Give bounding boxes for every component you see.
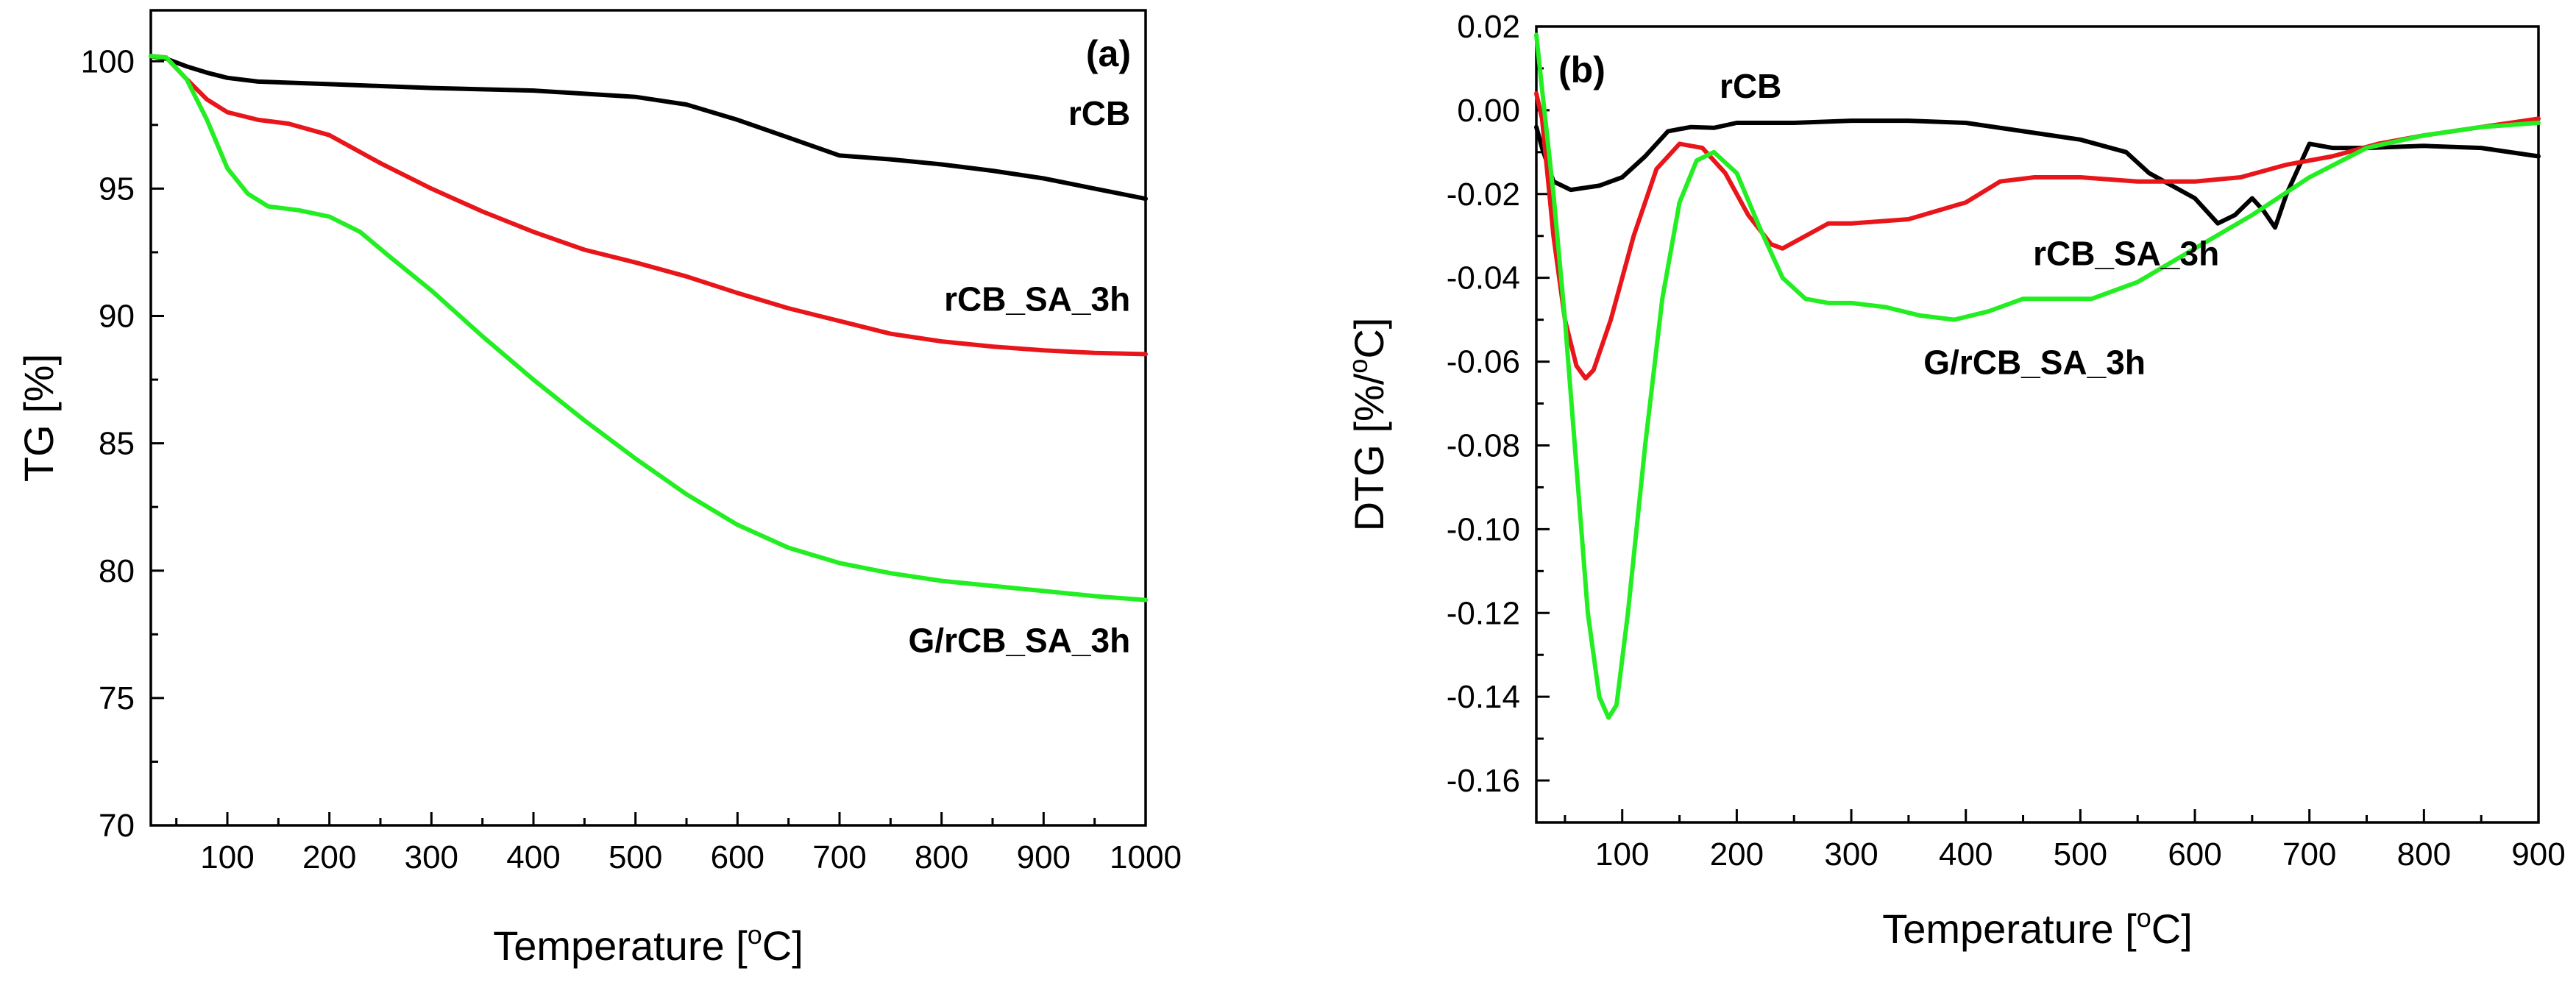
b-y-tick-label: -0.02 (1447, 177, 1520, 213)
b-x-tick-label: 100 (1595, 836, 1649, 872)
b-y-tick-label: -0.08 (1447, 427, 1520, 463)
chart-a-series (149, 54, 1148, 602)
chart-a-x-axis: 100 200 300 400 500 600 700 800 900 1000 (175, 812, 1182, 875)
b-y-tick-label: -0.06 (1447, 344, 1520, 380)
a-x-tick-label: 200 (302, 839, 356, 875)
b-label-rcb: rCB (1720, 67, 1781, 105)
a-x-tick-label: 300 (405, 839, 458, 875)
chart-a-y-axis: 70 75 80 85 90 95 100 (81, 43, 164, 844)
b-y-tick-label: 0.00 (1457, 93, 1520, 129)
a-y-tick-label: 75 (99, 680, 135, 716)
chart-b-x-axis-title: Temperature [oC] (1882, 903, 2193, 952)
a-x-tick-label: 700 (812, 839, 866, 875)
b-label-rcb-sa-3h: rCB_SA_3h (2033, 235, 2219, 273)
b-x-tick-label: 500 (2054, 836, 2107, 872)
a-x-tick-label: 900 (1017, 839, 1071, 875)
a-y-tick-label: 90 (99, 299, 135, 335)
a-series-rcb (149, 54, 1148, 202)
b-x-tick-label: 300 (1824, 836, 1878, 872)
chart-b: 100 200 300 400 500 600 700 800 900 -0.16-0.14-0… (1343, 9, 2566, 952)
a-y-tick-label: 85 (99, 426, 135, 462)
a-label-rcb-sa-3h: rCB_SA_3h (944, 280, 1130, 319)
a-x-tick-label: 100 (200, 839, 254, 875)
b-x-tick-label: 400 (1939, 836, 1993, 872)
a-y-tick-label: 80 (99, 553, 135, 589)
b-x-tick-label: 700 (2282, 836, 2336, 872)
a-label-g-rcb-sa-3h: G/rCB_SA_3h (909, 622, 1131, 660)
a-x-tick-label: 800 (915, 839, 968, 875)
b-y-tick-label: -0.12 (1447, 595, 1520, 631)
a-label-rcb: rCB (1068, 94, 1130, 132)
a-y-tick-label: 95 (99, 171, 135, 207)
chart-b-series (1534, 32, 2541, 720)
a-series-rcb-sa-3h (149, 54, 1148, 357)
chart-a-x-axis-title: Temperature [oC] (493, 920, 803, 969)
chart-a-y-axis-title: TG [%] (15, 354, 62, 482)
a-x-tick-label: 600 (711, 839, 764, 875)
b-series-rcb-sa-3h (1534, 91, 2541, 381)
chart-a-plot-frame (149, 9, 1147, 827)
chart-b-y-axis: -0.16 -0.14 -0.12 -0.10 -0.08 -0.06 -0.04 -0.02… (1447, 9, 1550, 799)
b-series-g-rcb-sa-3h (1534, 32, 2541, 720)
chart-a: 100 200 300 400 500 600 700 800 900 1000 70 75 80 85… (15, 9, 1182, 969)
b-x-tick-label: 600 (2168, 836, 2221, 872)
a-y-tick-label: 70 (99, 808, 135, 844)
b-series-rcb (1534, 118, 2541, 230)
a-series-g-rcb-sa-3h (149, 54, 1148, 602)
chart-b-y-axis-title: DTG [%/oC] (1343, 318, 1392, 532)
a-x-tick-label: 1000 (1110, 839, 1182, 875)
chart-a-series-labels: rCB rCB_SA_3h G/rCB_SA_3h (909, 94, 1131, 660)
a-x-tick-label: 500 (608, 839, 662, 875)
chart-b-x-axis: 100 200 300 400 500 600 700 800 900 (1564, 809, 2566, 872)
chart-b-panel-label: (b) (1558, 49, 1605, 90)
chart-b-plot-frame (1535, 25, 2540, 824)
b-y-tick-label: 0.02 (1457, 9, 1520, 45)
a-x-tick-label: 400 (506, 839, 560, 875)
b-x-tick-label: 800 (2397, 836, 2451, 872)
b-y-tick-label: -0.10 (1447, 511, 1520, 547)
b-x-tick-label: 200 (1710, 836, 1764, 872)
b-y-tick-label: -0.16 (1447, 763, 1520, 799)
b-y-tick-label: -0.04 (1447, 260, 1520, 296)
b-y-tick-label: -0.14 (1447, 679, 1520, 715)
b-label-g-rcb-sa-3h: G/rCB_SA_3h (1923, 344, 2146, 382)
chart-b-series-labels: rCB rCB_SA_3h G/rCB_SA_3h (1720, 67, 2219, 382)
b-x-tick-label: 900 (2511, 836, 2565, 872)
chart-a-panel-label: (a) (1086, 33, 1131, 74)
a-y-tick-label: 100 (81, 43, 135, 79)
